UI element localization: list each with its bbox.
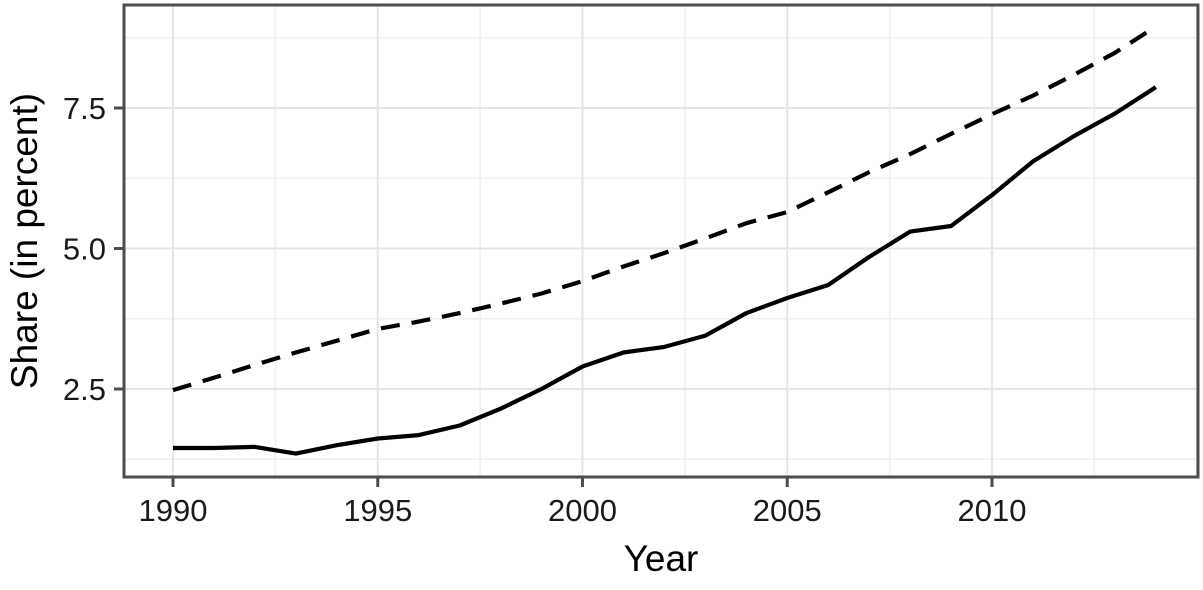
- y-tick-label: 7.5: [63, 91, 106, 126]
- y-tick-labels: 2.5 5.0 7.5: [63, 91, 106, 407]
- x-tick-label: 1995: [343, 493, 412, 528]
- x-tick-label: 1990: [139, 493, 208, 528]
- series-lower-solid-line: [173, 85, 1157, 456]
- data-series: [172, 24, 1157, 456]
- panel-border: [122, 3, 1200, 479]
- x-tick-label: 2005: [753, 493, 822, 528]
- y-axis-title: Share (in percent): [4, 93, 45, 389]
- x-tick-labels: 1990 1995 2000 2005 2010: [139, 493, 1027, 528]
- y-tick-label: 5.0: [63, 232, 106, 267]
- x-axis-title: Year: [624, 538, 699, 579]
- x-tick-label: 2010: [958, 493, 1027, 528]
- minor-gridlines: [124, 5, 1198, 477]
- series-upper-dashed-line: [172, 24, 1157, 393]
- axis-ticks: [114, 106, 994, 487]
- y-tick-label: 2.5: [63, 372, 106, 407]
- x-tick-label: 2000: [548, 493, 617, 528]
